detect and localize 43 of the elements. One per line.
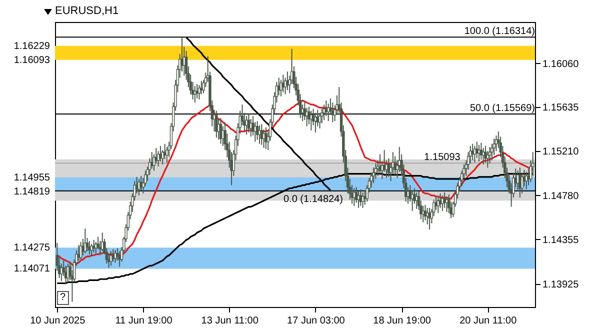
candlestick bbox=[372, 167, 375, 184]
candlestick bbox=[118, 250, 121, 268]
text: 1.14275 bbox=[14, 242, 50, 254]
candlestick bbox=[394, 156, 396, 176]
candlestick bbox=[428, 207, 431, 230]
chart-title: EURUSD,H1 bbox=[55, 5, 119, 17]
x-tick-label: 18 Jun 19:00 bbox=[373, 316, 432, 326]
candlestick bbox=[245, 115, 248, 136]
y-tick-label: 1.14355 bbox=[542, 234, 580, 246]
x-tick-label: 13 Jun 11:00 bbox=[201, 316, 259, 326]
text: 1.16093 bbox=[14, 54, 50, 66]
y-tick-label: 1.16060 bbox=[542, 58, 580, 70]
candlestick bbox=[110, 250, 112, 266]
candlestick bbox=[286, 71, 289, 91]
candlestick bbox=[443, 192, 446, 208]
candlestick bbox=[314, 112, 317, 133]
y-tick-label: 1.13925 bbox=[542, 279, 580, 290]
x-tick-label: 10 Jun 2025 bbox=[30, 316, 86, 326]
text: 1.14819 bbox=[14, 186, 50, 198]
y-tick-label: 1.15210 bbox=[542, 146, 580, 158]
candlestick bbox=[318, 112, 322, 129]
text: 1.16229 bbox=[14, 40, 50, 52]
candlestick bbox=[322, 104, 326, 121]
ref-line-label: 0.0 (1.14824) bbox=[284, 194, 343, 205]
candlestick bbox=[357, 190, 360, 208]
candlestick bbox=[258, 124, 261, 144]
ref-line-label: 100.0 (1.16314) bbox=[464, 26, 535, 38]
y-tick-label: 1.14780 bbox=[542, 190, 580, 202]
x-tick-label: 20 Jun 11:00 bbox=[460, 316, 518, 326]
candlestick bbox=[471, 143, 474, 161]
annotation: ? bbox=[57, 291, 69, 305]
ref-line-label: 1.15093 bbox=[424, 152, 461, 164]
text: 1.14955 bbox=[14, 172, 50, 184]
text: 1.14071 bbox=[14, 264, 50, 275]
candlestick bbox=[215, 110, 218, 138]
candlestick bbox=[448, 194, 450, 214]
y-tick-label: 1.15635 bbox=[542, 102, 580, 114]
candlestick bbox=[166, 146, 168, 163]
x-tick-label: 17 Jun 03:00 bbox=[287, 316, 346, 326]
x-tick-label: 11 Jun 19:00 bbox=[115, 316, 173, 326]
candlestick bbox=[90, 244, 93, 257]
ref-line-label: 50.0 (1.15569) bbox=[470, 103, 535, 114]
candlestick bbox=[478, 144, 480, 162]
